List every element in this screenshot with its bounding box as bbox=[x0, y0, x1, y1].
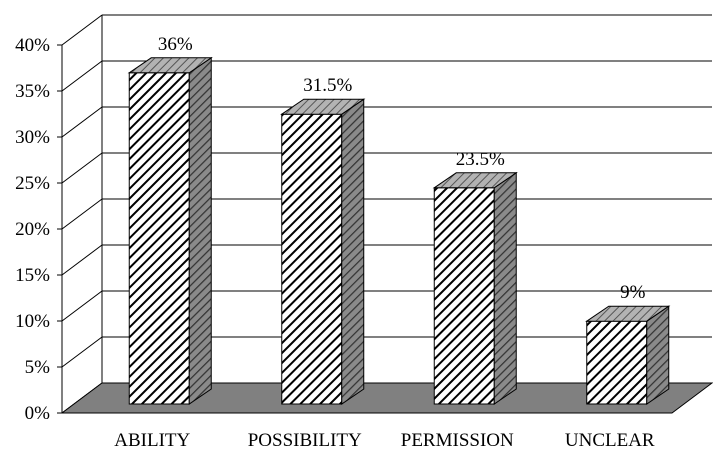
y-tick-label: 15% bbox=[15, 265, 50, 286]
bar bbox=[587, 306, 669, 404]
y-tick-label: 35% bbox=[15, 81, 50, 102]
bars bbox=[129, 58, 669, 404]
x-category-label: UNCLEAR bbox=[565, 430, 655, 451]
data-label: 23.5% bbox=[456, 149, 505, 170]
y-tick-label: 0% bbox=[25, 403, 51, 424]
bar bbox=[434, 173, 516, 404]
gridline-depth bbox=[62, 153, 102, 183]
bar-front bbox=[587, 321, 647, 404]
bar-side bbox=[647, 306, 669, 404]
gridline-depth bbox=[62, 199, 102, 229]
y-tick-label: 40% bbox=[15, 35, 50, 56]
data-label: 36% bbox=[158, 34, 193, 55]
data-labels: 36% 31.5% 23.5% 9% bbox=[158, 34, 646, 303]
gridline-depth bbox=[62, 107, 102, 137]
bar-front bbox=[129, 73, 189, 404]
bar-side bbox=[342, 99, 364, 404]
gridline-depth bbox=[62, 337, 102, 367]
y-tick-label: 5% bbox=[25, 357, 51, 378]
bar-front bbox=[282, 114, 342, 404]
gridline-depth bbox=[62, 245, 102, 275]
bar bbox=[282, 99, 364, 404]
y-axis-labels: 0% 5% 10% 15% 20% 25% 30% 35% 40% bbox=[15, 35, 50, 424]
gridline-depth bbox=[62, 61, 102, 91]
y-tick-label: 20% bbox=[15, 219, 50, 240]
bar-side bbox=[189, 58, 211, 404]
gridline-depth bbox=[62, 291, 102, 321]
bar-side bbox=[494, 173, 516, 404]
y-tick-label: 10% bbox=[15, 311, 50, 332]
x-category-label: POSSIBILITY bbox=[248, 430, 362, 451]
x-category-label: PERMISSION bbox=[401, 430, 514, 451]
bar-front bbox=[434, 188, 494, 404]
x-axis-labels: ABILITY POSSIBILITY PERMISSION UNCLEAR bbox=[114, 430, 655, 451]
bar bbox=[129, 58, 211, 404]
data-label: 31.5% bbox=[303, 75, 352, 96]
gridline-depth bbox=[62, 15, 102, 45]
y-tick-label: 30% bbox=[15, 127, 50, 148]
x-category-label: ABILITY bbox=[114, 430, 190, 451]
data-label: 9% bbox=[620, 282, 646, 303]
y-tick-label: 25% bbox=[15, 173, 50, 194]
